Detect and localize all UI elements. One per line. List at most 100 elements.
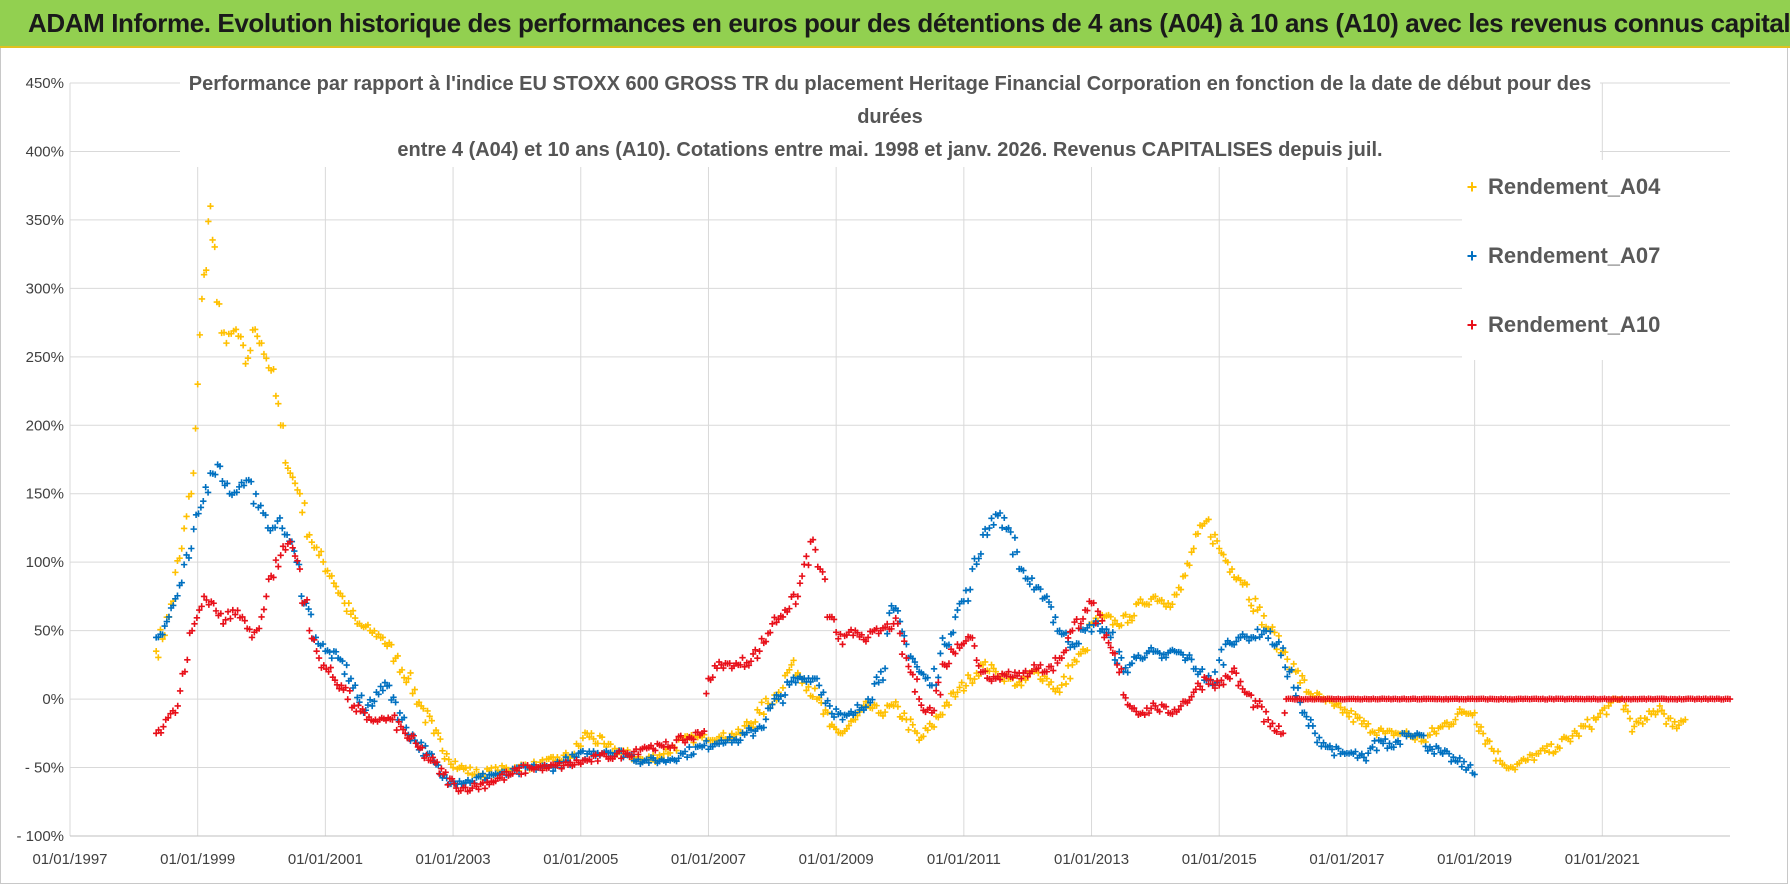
data-point: [306, 627, 313, 634]
data-marker: [1124, 619, 1131, 626]
data-marker: [577, 742, 584, 750]
data-marker: [343, 608, 350, 615]
data-marker: [945, 660, 953, 667]
data-marker: [1090, 599, 1097, 607]
data-marker: [1009, 674, 1016, 681]
data-marker: [819, 568, 826, 576]
data-marker: [473, 766, 480, 773]
data-marker: [1028, 575, 1036, 582]
data-marker: [1524, 756, 1532, 763]
data-marker: [271, 524, 279, 531]
data-marker: [308, 539, 316, 546]
data-marker: [1035, 665, 1042, 672]
y-tick-label: 400%: [26, 143, 64, 160]
data-marker: [371, 698, 378, 705]
data-marker: [239, 342, 247, 349]
data-point: [967, 586, 974, 593]
data-marker: [1118, 665, 1125, 673]
x-tick-label: 01/01/2003: [416, 851, 491, 868]
data-point: [813, 675, 821, 682]
data-marker: [1626, 715, 1634, 722]
data-marker: [198, 295, 206, 303]
data-marker: [1156, 650, 1163, 657]
y-tick-label: 350%: [26, 212, 64, 229]
data-marker: [1047, 663, 1055, 670]
data-marker: [1301, 676, 1308, 684]
data-marker: [728, 730, 736, 737]
data-marker: [1294, 684, 1302, 692]
data-point: [1228, 668, 1236, 675]
data-point: [1496, 757, 1504, 764]
data-marker: [847, 708, 855, 715]
y-tick-label: 50%: [34, 623, 64, 640]
data-marker: [588, 730, 595, 737]
data-marker: [332, 648, 340, 655]
data-marker: [1384, 745, 1391, 752]
data-point: [1439, 750, 1446, 758]
data-marker: [395, 718, 403, 726]
data-marker: [635, 751, 642, 758]
data-point: [1107, 634, 1114, 641]
data-point: [1005, 668, 1012, 675]
data-marker: [371, 627, 378, 634]
data-marker: [339, 593, 346, 600]
series-Rendement_A10: [152, 536, 1734, 795]
data-marker: [1111, 650, 1119, 657]
data-marker: [244, 354, 252, 362]
data-marker: [1316, 734, 1323, 741]
legend-label-a10: Rendement_A10: [1488, 312, 1661, 337]
data-point: [839, 716, 846, 723]
data-marker: [1350, 718, 1357, 726]
data-marker: [1282, 664, 1289, 671]
data-marker: [1356, 714, 1363, 721]
data-marker: [898, 715, 906, 722]
data-marker: [1584, 716, 1591, 723]
data-marker: [1079, 615, 1087, 623]
data-marker: [434, 729, 442, 737]
data-marker: [174, 702, 181, 710]
data-marker: [964, 671, 972, 679]
data-marker: [282, 459, 289, 467]
data-marker: [1267, 628, 1274, 635]
data-marker: [805, 683, 812, 691]
data-marker: [1096, 611, 1104, 619]
data-point: [172, 709, 179, 716]
data-marker: [749, 650, 757, 658]
data-marker: [1548, 741, 1555, 748]
data-marker: [1358, 750, 1366, 758]
data-marker: [1175, 706, 1182, 713]
y-tick-label: - 50%: [25, 760, 64, 777]
data-point: [453, 784, 460, 792]
data-marker: [346, 687, 354, 695]
data-marker: [939, 711, 946, 718]
data-point: [338, 682, 345, 689]
data-series: [152, 203, 1734, 795]
data-marker: [1290, 660, 1297, 668]
data-marker: [1213, 537, 1221, 545]
data-marker: [1147, 644, 1155, 652]
data-marker: [779, 613, 787, 621]
data-marker: [1299, 672, 1306, 680]
data-marker: [442, 769, 449, 776]
data-marker: [766, 705, 774, 712]
data-marker: [1309, 722, 1317, 730]
data-marker: [423, 751, 430, 759]
data-marker: [735, 726, 742, 733]
data-marker: [172, 569, 179, 576]
data-marker: [701, 727, 708, 735]
data-marker: [1264, 716, 1272, 723]
data-point: [197, 504, 205, 511]
data-marker: [475, 786, 482, 793]
data-marker: [341, 670, 348, 678]
data-marker: [875, 679, 882, 686]
data-marker: [1103, 631, 1110, 639]
data-marker: [1039, 677, 1046, 685]
data-marker: [930, 723, 938, 731]
data-marker: [888, 625, 895, 633]
data-marker: [1250, 704, 1257, 711]
data-marker: [375, 691, 382, 698]
data-marker: [539, 756, 546, 764]
data-point: [287, 538, 294, 545]
data-marker: [1098, 617, 1106, 624]
data-marker: [1109, 629, 1117, 636]
